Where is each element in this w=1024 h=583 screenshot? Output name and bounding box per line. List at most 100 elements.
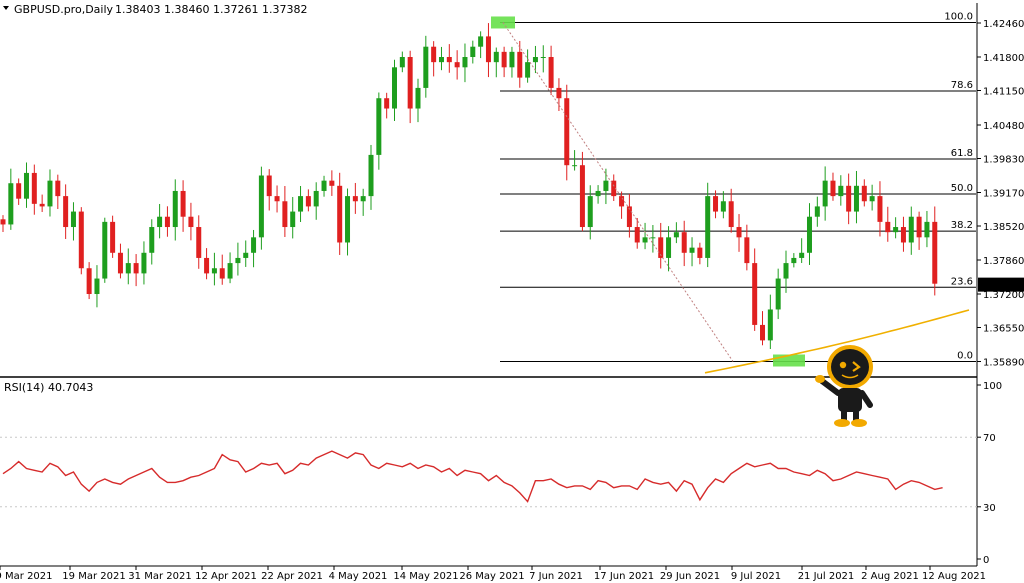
candle-body[interactable]	[861, 185, 867, 202]
candle-body[interactable]	[454, 62, 460, 68]
candle-body[interactable]	[634, 227, 640, 243]
candle-body[interactable]	[869, 196, 875, 202]
candle-body[interactable]	[736, 227, 742, 238]
candle-body[interactable]	[924, 221, 930, 238]
candle-body[interactable]	[321, 180, 327, 191]
candle-body[interactable]	[619, 196, 625, 207]
candle-body[interactable]	[235, 257, 241, 264]
candle-body[interactable]	[423, 46, 429, 88]
candle-body[interactable]	[345, 196, 351, 243]
candle-body[interactable]	[384, 98, 390, 109]
candle-body[interactable]	[548, 57, 554, 88]
candle-body[interactable]	[932, 221, 938, 284]
candle-body[interactable]	[157, 216, 163, 228]
candle-body[interactable]	[102, 221, 108, 279]
candle-body[interactable]	[877, 196, 883, 222]
candle-body[interactable]	[752, 263, 758, 325]
rsi-indicator[interactable]: 100 70 30 0	[0, 381, 1002, 566]
candle-body[interactable]	[650, 237, 656, 239]
collapse-triangle-icon[interactable]	[3, 6, 9, 10]
candle-body[interactable]	[392, 67, 397, 109]
candle-body[interactable]	[204, 257, 210, 274]
candle-body[interactable]	[368, 154, 374, 197]
candle-body[interactable]	[0, 219, 6, 225]
candle-body[interactable]	[885, 221, 891, 233]
candle-body[interactable]	[39, 203, 45, 207]
candle-body[interactable]	[626, 206, 632, 228]
candle-body[interactable]	[705, 196, 711, 258]
candle-body[interactable]	[125, 263, 131, 274]
candle-body[interactable]	[493, 51, 499, 63]
candle-body[interactable]	[360, 196, 366, 202]
candle-body[interactable]	[266, 175, 272, 197]
candle-body[interactable]	[517, 51, 523, 78]
candle-body[interactable]	[846, 185, 852, 212]
candle-body[interactable]	[775, 278, 781, 310]
candle-body[interactable]	[822, 180, 828, 207]
candle-body[interactable]	[642, 237, 648, 243]
candle-body[interactable]	[713, 196, 719, 212]
candle-body[interactable]	[485, 36, 491, 63]
candle-body[interactable]	[180, 190, 186, 217]
candle-body[interactable]	[337, 185, 343, 243]
candle-body[interactable]	[681, 232, 687, 253]
candle-body[interactable]	[572, 165, 578, 167]
candle-body[interactable]	[579, 165, 585, 228]
candle-body[interactable]	[689, 247, 695, 253]
moving-average-line[interactable]	[704, 309, 970, 374]
candle-body[interactable]	[556, 87, 562, 99]
candle-body[interactable]	[760, 324, 766, 341]
candle-body[interactable]	[595, 190, 601, 197]
candle-body[interactable]	[431, 46, 437, 63]
fibonacci-retracement[interactable]: 100.0 78.6 61.8 50.0 38.2 23.6 0.0	[500, 11, 976, 362]
candle-body[interactable]	[587, 196, 593, 228]
candle-body[interactable]	[70, 211, 76, 228]
candle-body[interactable]	[298, 196, 304, 212]
candle-body[interactable]	[838, 185, 844, 197]
candle-body[interactable]	[611, 180, 617, 197]
candle-body[interactable]	[227, 263, 233, 279]
candle-body[interactable]	[78, 211, 84, 269]
candle-body[interactable]	[603, 180, 609, 191]
candle-body[interactable]	[720, 201, 726, 212]
candle-body[interactable]	[376, 98, 382, 155]
candle-body[interactable]	[791, 257, 797, 264]
candle-body[interactable]	[196, 227, 202, 258]
candle-body[interactable]	[94, 278, 100, 295]
candle-body[interactable]	[23, 172, 29, 199]
candle-body[interactable]	[908, 216, 914, 243]
candle-body[interactable]	[666, 237, 672, 258]
candle-body[interactable]	[313, 190, 319, 207]
candle-body[interactable]	[532, 57, 538, 63]
candle-body[interactable]	[767, 309, 773, 341]
candle-body[interactable]	[399, 57, 405, 68]
candle-body[interactable]	[501, 51, 507, 68]
candle-body[interactable]	[697, 247, 703, 258]
candle-body[interactable]	[8, 183, 14, 225]
candle-body[interactable]	[133, 263, 139, 274]
candle-body[interactable]	[900, 227, 906, 243]
candle-body[interactable]	[438, 57, 444, 63]
candle-body[interactable]	[149, 227, 155, 253]
candle-body[interactable]	[290, 211, 296, 228]
candlestick-series[interactable]	[0, 23, 938, 350]
candle-body[interactable]	[16, 183, 22, 199]
candle-body[interactable]	[673, 232, 679, 238]
candle-body[interactable]	[251, 237, 257, 253]
candle-body[interactable]	[893, 227, 899, 233]
candle-body[interactable]	[806, 216, 812, 253]
candle-body[interactable]	[274, 196, 280, 202]
candle-body[interactable]	[509, 51, 515, 68]
fib-anchor-low[interactable]	[773, 354, 805, 367]
candle-body[interactable]	[783, 263, 789, 279]
candle-body[interactable]	[86, 268, 92, 295]
candle-body[interactable]	[564, 98, 570, 166]
candle-body[interactable]	[658, 237, 664, 258]
candle-body[interactable]	[282, 201, 288, 228]
candle-body[interactable]	[47, 180, 53, 207]
candle-body[interactable]	[352, 196, 358, 202]
candle-body[interactable]	[744, 237, 750, 264]
candle-body[interactable]	[853, 185, 859, 212]
candle-body[interactable]	[31, 172, 37, 204]
candle-body[interactable]	[446, 57, 452, 63]
